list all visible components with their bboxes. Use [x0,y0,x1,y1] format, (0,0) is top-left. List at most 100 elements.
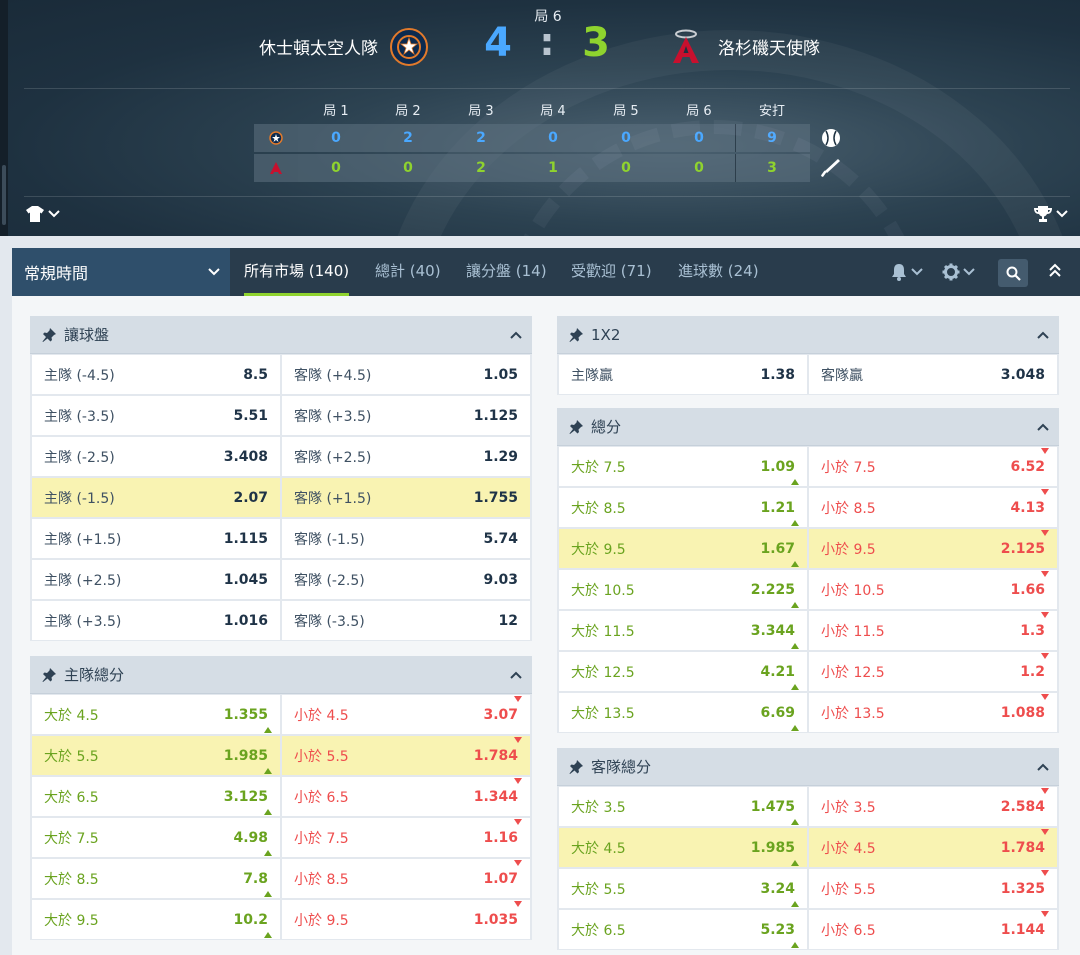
market-header[interactable]: 主隊總分 [30,656,532,694]
tab-totals[interactable]: 總計 (40) [375,262,441,280]
odds-value: 5.51 [233,407,268,424]
odds-button[interactable]: 大於 13.5 6.69 [559,693,807,732]
odds-row: 大於 11.5 3.344 小於 11.5 1.3 [559,610,1059,651]
odds-button[interactable]: 大於 4.5 1.985 [559,828,807,867]
odds-value: 1.045 [223,571,268,588]
odds-button[interactable]: 客隊贏 3.048 [809,355,1057,394]
odds-value: 2.584 [1000,798,1045,815]
odds-button[interactable]: 主隊 (-4.5) 8.5 [32,355,280,394]
odds-button[interactable]: 客隊 (+3.5) 1.125 [282,396,530,435]
odds-row: 大於 5.5 3.24 小於 5.5 1.325 [559,868,1059,909]
odds-button[interactable]: 小於 8.5 1.07 [282,859,530,898]
away-hits: 3 [767,160,777,176]
left-scrollbar[interactable] [0,0,8,236]
angels-logo-icon [666,26,706,68]
odds-value: 1.67 [760,540,795,557]
odds-button[interactable]: 主隊 (-2.5) 3.408 [32,437,280,476]
odds-button[interactable]: 小於 13.5 1.088 [809,693,1057,732]
odds-button[interactable]: 客隊 (-2.5) 9.03 [282,560,530,599]
chevron-down-icon [1056,210,1068,218]
chevron-up-icon[interactable] [510,331,522,339]
odds-value: 1.66 [1010,581,1045,598]
market-header[interactable]: 總分 [557,408,1059,446]
odds-button[interactable]: 小於 6.5 1.344 [282,777,530,816]
odds-button[interactable]: 小於 4.5 1.784 [809,828,1057,867]
chevron-up-icon[interactable] [1037,763,1049,771]
collapse-button[interactable] [1048,262,1062,282]
settings-dropdown[interactable] [942,248,975,296]
tab-handicap[interactable]: 讓分盤 (14) [466,262,547,280]
odds-button[interactable]: 小於 7.5 1.16 [282,818,530,857]
jersey-dropdown[interactable] [26,206,60,222]
odds-button[interactable]: 小於 5.5 1.325 [809,869,1057,908]
odds-button[interactable]: 小於 7.5 6.52 [809,447,1057,486]
pin-icon[interactable] [569,419,583,434]
odds-button[interactable]: 大於 10.5 2.225 [559,570,807,609]
pin-icon[interactable] [42,327,56,342]
odds-button[interactable]: 客隊 (+4.5) 1.05 [282,355,530,394]
odds-value: 6.52 [1010,458,1045,475]
odds-value: 5.23 [760,921,795,938]
odds-button[interactable]: 小於 4.5 3.07 [282,695,530,734]
odds-button[interactable]: 大於 6.5 5.23 [559,910,807,949]
odds-button[interactable]: 小於 10.5 1.66 [809,570,1057,609]
search-button[interactable] [998,259,1028,287]
market-title: 1X2 [591,325,621,344]
tab-goals[interactable]: 進球數 (24) [678,262,759,280]
odds-button[interactable]: 客隊 (-1.5) 5.74 [282,519,530,558]
odds-button[interactable]: 主隊贏 1.38 [559,355,807,394]
selection-label: 大於 11.5 [571,623,635,640]
odds-button[interactable]: 小於 9.5 2.125 [809,529,1057,568]
trophy-dropdown[interactable] [1034,206,1068,222]
odds-button[interactable]: 大於 5.5 1.985 [32,736,280,775]
odds-button[interactable]: 大於 7.5 1.09 [559,447,807,486]
odds-button[interactable]: 大於 8.5 7.8 [32,859,280,898]
selection-label: 大於 8.5 [44,871,99,888]
scrollbar-thumb[interactable] [2,165,6,225]
odds-button[interactable]: 小於 6.5 1.144 [809,910,1057,949]
odds-button[interactable]: 大於 3.5 1.475 [559,787,807,826]
pin-icon[interactable] [569,759,583,774]
odds-button[interactable]: 大於 6.5 3.125 [32,777,280,816]
odds-button[interactable]: 主隊 (+1.5) 1.115 [32,519,280,558]
odds-button[interactable]: 客隊 (+2.5) 1.29 [282,437,530,476]
odds-value: 4.13 [1010,499,1045,516]
odds-button[interactable]: 小於 9.5 1.035 [282,900,530,939]
odds-button[interactable]: 主隊 (-3.5) 5.51 [32,396,280,435]
tab-popular[interactable]: 受歡迎 (71) [571,262,652,280]
chevron-up-icon[interactable] [1037,423,1049,431]
odds-button[interactable]: 主隊 (+2.5) 1.045 [32,560,280,599]
market-header[interactable]: 1X2 [557,316,1059,354]
odds-button[interactable]: 大於 9.5 1.67 [559,529,807,568]
odds-button[interactable]: 小於 3.5 2.584 [809,787,1057,826]
odds-button[interactable]: 大於 5.5 3.24 [559,869,807,908]
odds-value: 3.24 [760,880,795,897]
market-header[interactable]: 客隊總分 [557,748,1059,786]
odds-button[interactable]: 大於 11.5 3.344 [559,611,807,650]
odds-button[interactable]: 大於 9.5 10.2 [32,900,280,939]
odds-value: 2.225 [750,581,795,598]
chevron-up-icon[interactable] [510,671,522,679]
odds-button[interactable]: 小於 8.5 4.13 [809,488,1057,527]
market-header[interactable]: 讓球盤 [30,316,532,354]
odds-button[interactable]: 大於 12.5 4.21 [559,652,807,691]
chevron-up-icon[interactable] [1037,331,1049,339]
odds-button[interactable]: 大於 8.5 1.21 [559,488,807,527]
odds-button[interactable]: 小於 5.5 1.784 [282,736,530,775]
odds-value: 1.21 [760,499,795,516]
pin-icon[interactable] [42,667,56,682]
odds-button[interactable]: 大於 7.5 4.98 [32,818,280,857]
odds-button[interactable]: 客隊 (+1.5) 1.755 [282,478,530,517]
tab-all-markets[interactable]: 所有市場 (140) [244,248,350,296]
away-total-market: 客隊總分 大於 3.5 1.475 小於 3.5 2.584 大於 4.5 1.985 小於… [557,748,1059,950]
pin-icon[interactable] [569,327,583,342]
odds-button[interactable]: 主隊 (-1.5) 2.07 [32,478,280,517]
odds-button[interactable]: 主隊 (+3.5) 1.016 [32,601,280,640]
odds-button[interactable]: 客隊 (-3.5) 12 [282,601,530,640]
notification-dropdown[interactable] [890,248,923,296]
period-select[interactable]: 常規時間 [12,248,230,296]
odds-button[interactable]: 大於 4.5 1.355 [32,695,280,734]
selection-label: 主隊 (-1.5) [44,490,115,507]
odds-button[interactable]: 小於 12.5 1.2 [809,652,1057,691]
odds-button[interactable]: 小於 11.5 1.3 [809,611,1057,650]
